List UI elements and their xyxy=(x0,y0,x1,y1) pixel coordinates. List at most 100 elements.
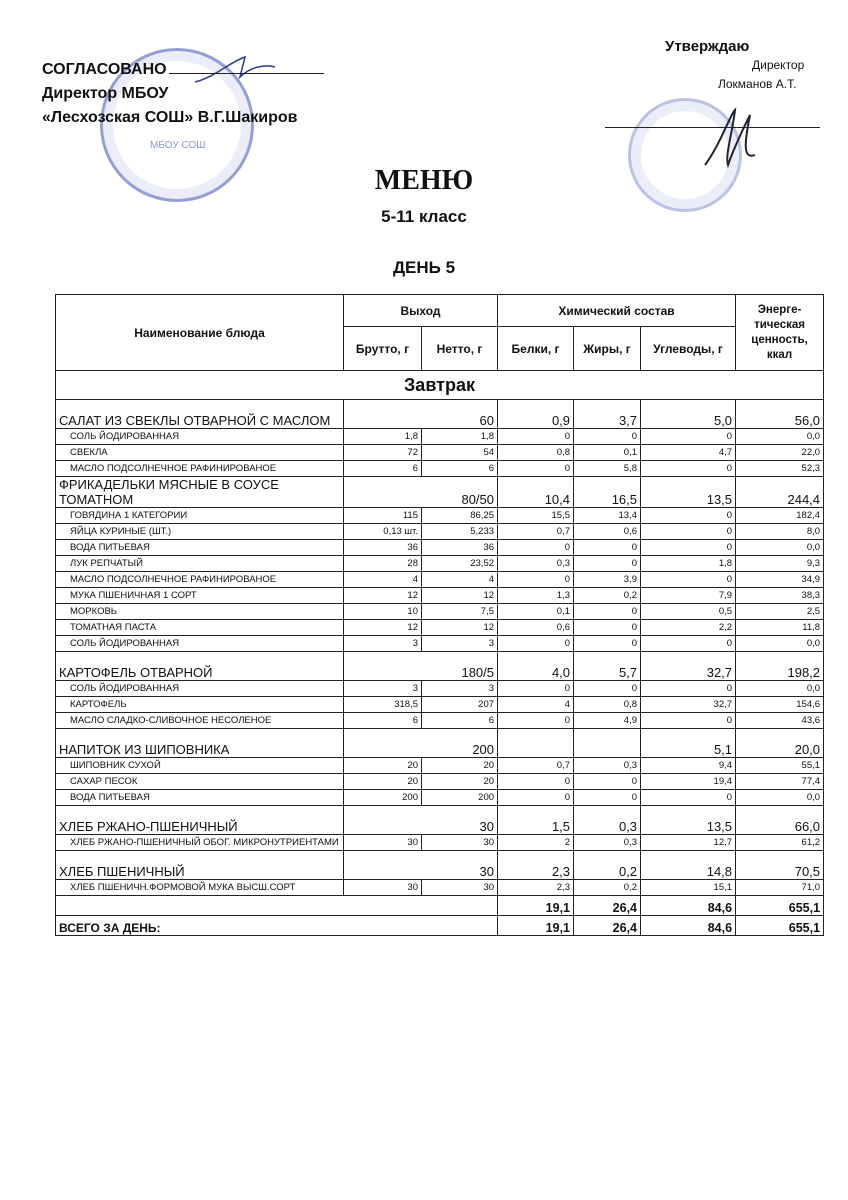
ingredient-row: ГОВЯДИНА 1 КАТЕГОРИИ 115 86,25 15,5 13,4 0 182… xyxy=(55,507,825,524)
item-name: ГОВЯДИНА 1 КАТЕГОРИИ xyxy=(55,507,344,524)
output: 180/5 xyxy=(342,651,499,681)
protein: 0 xyxy=(497,539,575,556)
protein: 1,3 xyxy=(497,587,575,604)
protein: 19,1 xyxy=(497,915,575,936)
carbs: 0 xyxy=(640,712,737,729)
protein: 1,5 xyxy=(497,805,575,835)
grade: 5-11 класс xyxy=(381,207,467,226)
header-fat: Жиры, г xyxy=(573,326,642,371)
ingredient-row: ЛУК РЕПЧАТЫЙ 28 23,52 0,3 0 1,8 9,3 xyxy=(55,555,825,572)
protein: 0,9 xyxy=(497,399,575,429)
energy: 55,1 xyxy=(735,757,825,774)
protein: 19,1 xyxy=(497,895,575,916)
fat: 0 xyxy=(573,789,642,806)
protein: 0,1 xyxy=(497,603,575,620)
ingredient-row: ВОДА ПИТЬЕВАЯ 36 36 0 0 0 0,0 xyxy=(55,539,825,556)
total-label: ВСЕГО ЗА ДЕНЬ: xyxy=(54,915,499,936)
dish-row: ФРИКАДЕЛЬКИ МЯСНЫЕ В СОУСЕ ТОМАТНОМ 80/50… xyxy=(55,476,825,508)
gross: 10 xyxy=(343,603,422,620)
fat: 0 xyxy=(573,539,642,556)
energy: 0,0 xyxy=(735,539,825,556)
output: 200 xyxy=(342,728,499,758)
approve-role: Директор xyxy=(752,58,805,72)
fat: 0 xyxy=(573,603,642,620)
protein: 2,3 xyxy=(497,879,575,896)
protein xyxy=(497,728,575,758)
net: 12 xyxy=(420,619,499,636)
carbs: 19,4 xyxy=(640,773,737,790)
carbs: 32,7 xyxy=(640,696,737,713)
header-carbs: Углеводы, г xyxy=(640,326,737,371)
item-name: ХЛЕБ ПШЕНИЧН.ФОРМОВОЙ МУКА ВЫСШ.СОРТ xyxy=(55,879,344,896)
agreed-role: Директор МБОУ xyxy=(42,85,169,102)
net: 7,5 xyxy=(420,603,499,620)
protein: 0 xyxy=(497,460,575,477)
protein: 0 xyxy=(497,712,575,729)
protein: 0,3 xyxy=(497,555,575,572)
menu-table: Наименование блюда Выход Химический сост… xyxy=(54,294,825,936)
gross: 30 xyxy=(343,879,422,896)
energy: 182,4 xyxy=(735,507,825,524)
header-gross: Брутто, г xyxy=(343,326,422,371)
gross: 20 xyxy=(343,757,422,774)
energy: 8,0 xyxy=(735,523,825,540)
gross: 30 xyxy=(343,834,422,851)
item-name: МОРКОВЬ xyxy=(55,603,344,620)
header-chem: Химический состав xyxy=(497,294,737,327)
stamp-left xyxy=(100,48,254,202)
carbs: 32,7 xyxy=(640,651,737,681)
carbs: 13,5 xyxy=(640,476,737,508)
net: 86,25 xyxy=(420,507,499,524)
item-name: МАСЛО ПОДСОЛНЕЧНОЕ РАФИНИРОВАНОЕ xyxy=(55,571,344,588)
fat: 5,7 xyxy=(573,651,642,681)
agreed-name: «Лесхозская СОШ» В.Г.Шакиров xyxy=(42,109,298,126)
net: 12 xyxy=(420,587,499,604)
energy: 9,3 xyxy=(735,555,825,572)
signature-right xyxy=(704,107,756,169)
ingredient-row: ЯЙЦА КУРИНЫЕ (ШТ.) 0,13 шт. 5,233 0,7 0,6 0 8,… xyxy=(55,523,825,540)
energy: 0,0 xyxy=(735,680,825,697)
gross: 115 xyxy=(343,507,422,524)
protein: 15,5 xyxy=(497,507,575,524)
item-name: СВЕКЛА xyxy=(55,444,344,461)
carbs: 0,5 xyxy=(640,603,737,620)
net: 200 xyxy=(420,789,499,806)
page-title: МЕНЮ xyxy=(374,165,474,196)
energy: 22,0 xyxy=(735,444,825,461)
net: 20 xyxy=(420,757,499,774)
fat: 16,5 xyxy=(573,476,642,508)
ingredient-row: МУКА ПШЕНИЧНАЯ 1 СОРТ 12 12 1,3 0,2 7,9 38,3 xyxy=(55,587,825,604)
fat: 0 xyxy=(573,680,642,697)
item-name: ХЛЕБ РЖАНО-ПШЕНИЧНЫЙ xyxy=(55,805,344,835)
net: 6 xyxy=(420,460,499,477)
gross: 200 xyxy=(343,789,422,806)
header-protein: Белки, г xyxy=(497,326,575,371)
gross: 36 xyxy=(343,539,422,556)
gross: 318,5 xyxy=(343,696,422,713)
energy: 43,6 xyxy=(735,712,825,729)
gross: 28 xyxy=(343,555,422,572)
meal-total-row: 19,1 26,4 84,6 655,1 xyxy=(54,895,825,916)
energy: 71,0 xyxy=(735,879,825,896)
protein: 4,0 xyxy=(497,651,575,681)
item-name: СОЛЬ ЙОДИРОВАННАЯ xyxy=(55,428,344,445)
output: 30 xyxy=(342,850,499,880)
net: 30 xyxy=(420,879,499,896)
ingredient-row: ВОДА ПИТЬЕВАЯ 200 200 0 0 0 0,0 xyxy=(55,789,825,806)
carbs: 15,1 xyxy=(640,879,737,896)
day-total-row: ВСЕГО ЗА ДЕНЬ: 19,1 26,4 84,6 655,1 xyxy=(54,915,825,936)
header-energy: Энерге-тическая ценность, ккал xyxy=(735,294,825,371)
item-name: ЛУК РЕПЧАТЫЙ xyxy=(55,555,344,572)
energy: 20,0 xyxy=(735,728,825,758)
energy: 0,0 xyxy=(735,428,825,445)
header-net: Нетто, г xyxy=(420,326,499,371)
net: 3 xyxy=(420,635,499,652)
output: 60 xyxy=(342,399,499,429)
net: 4 xyxy=(420,571,499,588)
item-name: ВОДА ПИТЬЕВАЯ xyxy=(55,789,344,806)
ingredient-row: ШИПОВНИК СУХОЙ 20 20 0,7 0,3 9,4 55,1 xyxy=(55,757,825,774)
fat: 0,8 xyxy=(573,696,642,713)
fat: 0,3 xyxy=(573,805,642,835)
carbs: 12,7 xyxy=(640,834,737,851)
energy: 2,5 xyxy=(735,603,825,620)
